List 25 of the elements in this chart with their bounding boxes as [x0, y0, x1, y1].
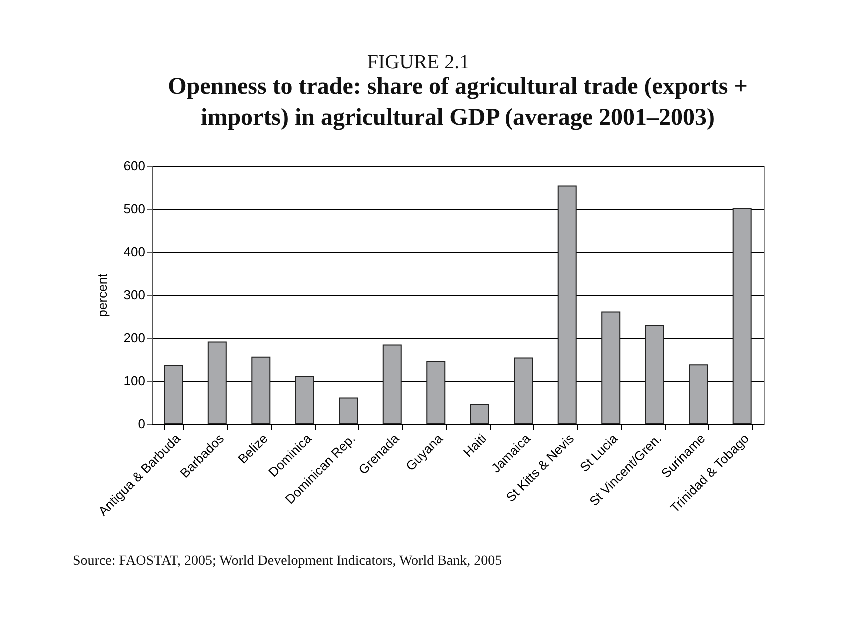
- y-tick-label: 300: [124, 288, 146, 302]
- bar: [732, 208, 752, 424]
- bar: [645, 325, 664, 424]
- source-note: Source: FAOSTAT, 2005; World Development Indicators, World Bank, 2005: [73, 554, 502, 569]
- bar: [514, 358, 534, 424]
- y-tick-label: 400: [124, 244, 146, 260]
- bar: [339, 398, 358, 424]
- bar: [164, 365, 184, 424]
- y-tick-label: 0: [138, 416, 146, 432]
- bar: [382, 344, 402, 424]
- y-axis-title: percent: [94, 273, 110, 318]
- bar: [689, 364, 708, 424]
- y-tick-label: 200: [124, 330, 146, 346]
- y-tick-label: 500: [124, 202, 146, 216]
- bar: [252, 356, 271, 424]
- bar: [426, 361, 446, 424]
- bar: [295, 376, 314, 424]
- bar: [208, 342, 227, 424]
- chart-subtitle: FIGURE 2.1: [367, 52, 470, 74]
- y-tick-label: 100: [124, 374, 146, 388]
- bar: [470, 404, 490, 424]
- y-tick-label: 600: [124, 158, 146, 174]
- bar: [602, 312, 621, 424]
- chart-title: Openness to trade: share of agricultural trade (exports + imports) in agricultural GDP (average 2001–2003): [168, 74, 748, 131]
- bar: [558, 186, 577, 424]
